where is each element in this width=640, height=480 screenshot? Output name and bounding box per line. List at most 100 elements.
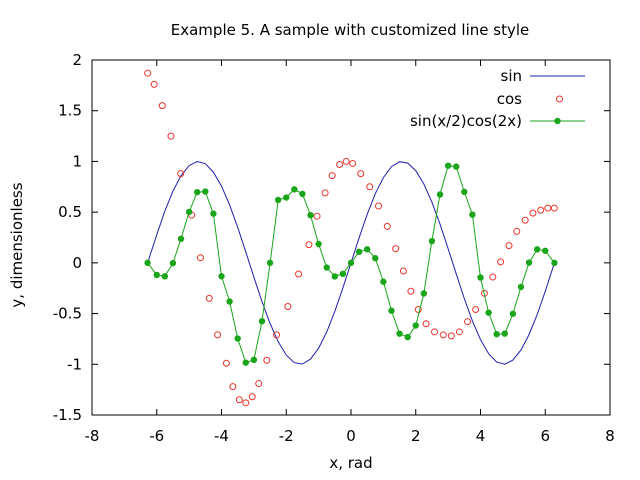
data-point — [493, 330, 500, 338]
data-point — [274, 196, 282, 204]
data-point — [517, 283, 525, 291]
data-point — [363, 246, 371, 253]
data-point — [323, 264, 330, 271]
data-point — [266, 259, 274, 267]
data-point — [167, 132, 175, 140]
y-axis-label: y, dimensionless — [8, 182, 26, 307]
data-point — [226, 298, 233, 305]
data-point — [210, 210, 217, 217]
data-point — [375, 202, 383, 210]
data-point — [250, 356, 258, 364]
data-point — [357, 170, 365, 178]
y-tick-label: -1.5 — [53, 406, 82, 424]
data-point — [396, 330, 403, 337]
data-point — [407, 287, 415, 295]
data-point — [255, 380, 263, 388]
legend-label: cos — [497, 90, 522, 108]
y-tick-label: 1.5 — [58, 102, 82, 120]
data-point — [153, 271, 160, 279]
data-point — [347, 259, 355, 267]
data-point — [439, 331, 447, 339]
y-tick-label: 2 — [72, 51, 82, 69]
data-point — [339, 270, 347, 278]
data-point — [544, 204, 552, 212]
legend-label: sin — [501, 67, 523, 85]
data-point — [315, 240, 322, 248]
data-point — [263, 356, 271, 364]
data-point — [422, 320, 430, 328]
data-point — [472, 306, 480, 314]
plot-series — [144, 69, 558, 407]
data-point — [194, 188, 201, 196]
data-point — [453, 163, 460, 170]
data-point — [477, 274, 484, 281]
data-point — [144, 259, 151, 267]
data-point — [525, 259, 533, 266]
data-point — [469, 211, 476, 218]
data-point — [331, 273, 339, 280]
data-point — [380, 278, 387, 285]
x-tick-label: 2 — [411, 427, 421, 445]
data-point — [169, 259, 177, 267]
data-point — [177, 170, 185, 178]
data-point — [383, 222, 391, 230]
x-tick-label: -4 — [214, 427, 229, 445]
data-point — [399, 267, 407, 275]
data-point — [313, 212, 321, 220]
data-point — [158, 102, 166, 110]
x-tick-label: 8 — [605, 427, 615, 445]
data-point — [392, 245, 400, 253]
y-tick-label: 0.5 — [58, 203, 82, 221]
legend: sin cos sin(x/2)cos(2x) — [410, 67, 585, 130]
data-point — [550, 204, 558, 212]
data-point — [404, 333, 411, 341]
data-point — [388, 307, 395, 314]
data-point — [150, 80, 158, 88]
data-point — [447, 332, 455, 340]
data-point — [202, 188, 209, 195]
legend-marker — [556, 95, 563, 103]
data-point — [295, 270, 303, 278]
data-point — [222, 359, 230, 367]
data-point — [349, 159, 357, 167]
data-point — [414, 306, 422, 314]
data-point — [412, 322, 419, 329]
data-point — [229, 383, 237, 391]
data-point — [444, 162, 452, 169]
data-point — [258, 317, 266, 325]
data-point — [537, 206, 545, 214]
y-tick-label: 0 — [72, 254, 82, 272]
data-point — [551, 259, 558, 267]
x-tick-label: -8 — [85, 427, 100, 445]
x-tick-label: 4 — [476, 427, 486, 445]
data-point — [284, 302, 292, 310]
data-point — [542, 247, 549, 254]
chart-title: Example 5. A sample with customized line… — [171, 21, 529, 39]
data-point — [336, 160, 344, 168]
series-2 — [144, 162, 558, 366]
data-point — [161, 273, 169, 280]
data-point — [461, 188, 468, 196]
x-tick-label: -6 — [149, 427, 164, 445]
y-tick-label: 1 — [72, 152, 82, 170]
data-point — [242, 399, 250, 407]
data-point — [497, 258, 505, 266]
data-point — [533, 246, 541, 253]
legend-label: sin(x/2)cos(2x) — [410, 112, 522, 130]
data-point — [196, 254, 204, 262]
data-point — [501, 330, 508, 337]
data-point — [436, 191, 444, 198]
data-point — [321, 189, 329, 197]
plot-frame — [91, 59, 611, 416]
data-point — [214, 331, 222, 339]
data-point — [305, 241, 313, 249]
data-point — [273, 331, 281, 339]
data-point — [144, 69, 152, 77]
data-point — [248, 393, 256, 401]
data-point — [431, 328, 439, 336]
x-tick-label: 6 — [540, 427, 550, 445]
data-point — [513, 227, 521, 235]
axis-ticks: -8 -6 -4 -2 0 2 4 6 8 -1.5 -1 -0.5 0 0.5 1 1.5 2 — [53, 51, 615, 445]
